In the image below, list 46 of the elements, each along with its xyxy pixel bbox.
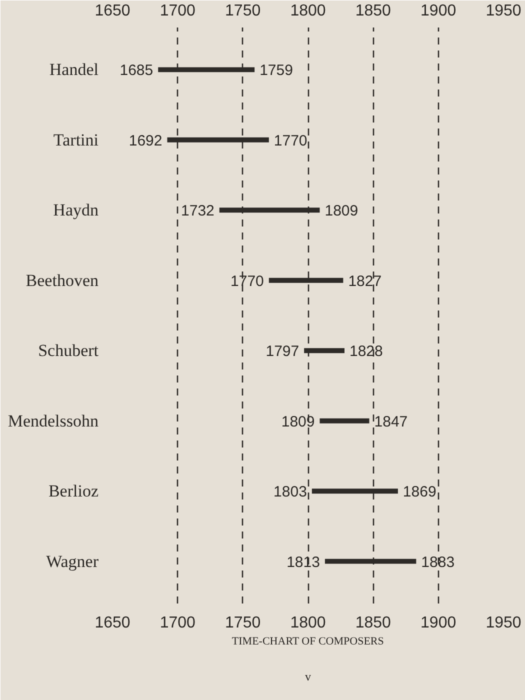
y-tick-label: Tartini [53,130,99,150]
bar [312,488,398,494]
annotation: 1797 [266,343,300,360]
annotation: 1692 [128,132,162,150]
annotation: 1828 [349,343,383,360]
x2-tick-label: 1950 [486,614,522,632]
bar [304,348,344,354]
annotation: 1759 [260,62,293,80]
x-tick-label: 1850 [355,2,392,20]
x-tick-label: 1900 [420,2,456,20]
annotation: 1732 [181,202,214,220]
x-tick-label: 1700 [160,2,196,20]
bar [219,208,320,213]
bar [268,278,344,283]
bar [320,418,370,424]
x2-tick-label: 1800 [290,614,326,632]
annotation: 1685 [120,62,154,80]
annotation: 1803 [274,484,307,501]
y-tick-label: Beethoven [26,270,99,290]
x2-tick-label: 1750 [225,614,261,632]
y-tick-label: Handel [49,60,99,80]
text: v [305,670,311,684]
annotation: 1813 [286,554,320,571]
x-tick-label: 1800 [290,2,326,20]
annotation: 1770 [274,132,308,150]
y-tick-label: Wagner [46,552,99,571]
x2-tick-label: 1700 [160,614,196,632]
x2-tick-label: 1850 [355,614,392,632]
annotation: 1770 [230,272,264,290]
text: TIME-CHART OF COMPOSERS [232,636,384,648]
y-tick-label: Berlioz [48,482,99,501]
x2-tick-label: 1650 [94,614,130,632]
bar [324,558,416,564]
annotation: 1809 [324,202,358,220]
x-tick-label: 1650 [94,2,130,20]
y-tick-label: Haydn [53,200,99,220]
annotation: 1809 [281,413,315,430]
annotation: 1869 [402,484,436,501]
x-tick-label: 1750 [225,2,261,20]
y-tick-label: Mendelssohn [8,411,99,430]
annotation: 1827 [348,272,382,290]
annotation: 1847 [374,413,408,430]
annotation: 1883 [421,554,455,571]
x2-tick-label: 1900 [420,614,456,632]
y-tick-label: Schubert [38,341,99,360]
x-tick-label: 1950 [486,2,522,20]
